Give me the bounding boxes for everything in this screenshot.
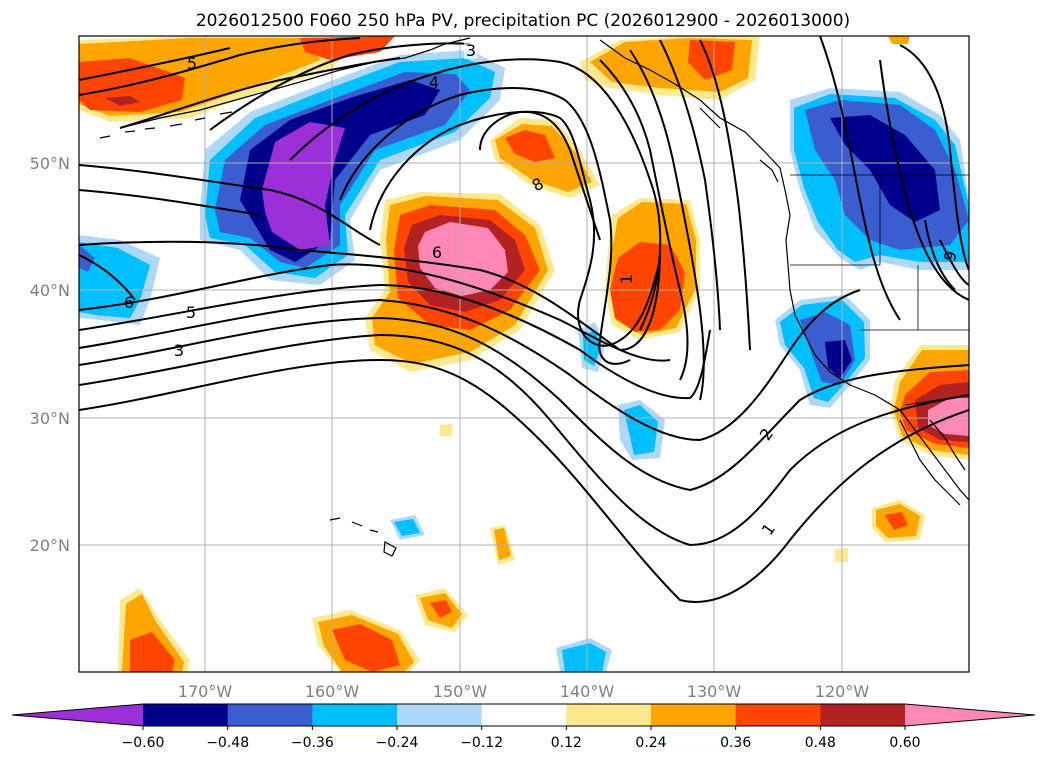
pv-contour-line (209, 42, 471, 131)
colorbar-swatch (227, 704, 313, 726)
pv-contour-line (79, 263, 671, 362)
pv-contour-line (369, 110, 661, 347)
contour-label: 6 (432, 243, 442, 262)
precip-pos-ne-small (888, 36, 910, 44)
colorbar-tick-label: 0.48 (805, 735, 836, 751)
pv-contour-line (79, 37, 361, 96)
coast-aleutians (99, 111, 233, 139)
colorbar-swatch (312, 704, 398, 726)
map-frame (78, 35, 970, 673)
precip-pos-ce-red (610, 242, 685, 332)
border-states (790, 175, 969, 331)
pv-contour-line (79, 240, 661, 352)
pv-contour-line (339, 87, 631, 365)
pv-contour-line (819, 36, 901, 321)
precip-pos-nw-peak (105, 96, 140, 106)
precip-pos-s2-core (494, 528, 511, 560)
lon-label-130w: 130°W (687, 682, 742, 701)
colorbar-tick-label: 0.24 (635, 735, 666, 751)
colorbar-tick-label: −0.60 (122, 735, 165, 751)
longitude-labels: 170°W 160°W 150°W 140°W 130°W 120°W (178, 682, 870, 701)
precip-pos-ak-red (688, 40, 735, 80)
colorbar-tick-label: 0.12 (551, 735, 582, 751)
precip-pos-s5-red (130, 632, 175, 672)
pv-contour-line (289, 58, 662, 331)
precip-neg-s1-core (394, 519, 420, 536)
colorbar-tick-label: −0.24 (376, 735, 419, 751)
contour-label: 4 (429, 73, 439, 92)
lat-label-50n: 50°N (30, 154, 70, 173)
precip-neg-w-purple (262, 122, 345, 250)
precip-pos-n-red (300, 36, 395, 60)
contour-label: 1 (617, 274, 636, 284)
map-area: 3 4 5 5 6 6 8 1 5 3 2 1 9 (79, 36, 969, 672)
colorbar: −0.60 −0.48 −0.36 −0.24 −0.12 0.12 0.24 0.36 0.4… (11, 703, 1036, 751)
lon-label-160w: 160°W (305, 682, 360, 701)
lat-label-30n: 30°N (30, 409, 70, 428)
pv-contour-line (899, 44, 969, 271)
lon-label-140w: 140°W (560, 682, 615, 701)
colorbar-extend-min (12, 704, 143, 726)
coast-gulf-ca (929, 419, 966, 471)
pv-contour-line (79, 47, 231, 81)
pv-contour-line (79, 289, 861, 442)
precip-pos-s6 (440, 424, 452, 436)
pv-contour-line (119, 57, 401, 129)
pv-contour-line (79, 316, 969, 492)
contour-label: 5 (187, 54, 197, 73)
precip-neg-pnw-dark (830, 115, 940, 222)
colorbar-tick-label: 0.60 (889, 735, 920, 751)
coast-alaska (119, 37, 969, 501)
lat-label-20n: 20°N (30, 536, 70, 555)
lon-label-170w: 170°W (178, 682, 233, 701)
precip-pos-s3-red (430, 600, 452, 618)
colorbar-swatch (651, 704, 737, 726)
pv-contour-line (879, 59, 969, 301)
pv-contours (79, 36, 969, 603)
contour-label: 6 (124, 293, 134, 312)
precip-pos-s4-red (332, 624, 400, 672)
colorbar-tick-label: −0.12 (460, 735, 503, 751)
pv-contour-line (79, 164, 381, 246)
precip-neg-s2-core (562, 643, 606, 672)
lon-label-120w: 120°W (815, 682, 870, 701)
colorbar-swatch (566, 704, 652, 726)
colorbar-swatch (397, 704, 483, 726)
pv-contour-line (79, 358, 969, 603)
colorbar-swatch (481, 704, 567, 726)
colorbar-tick-label: −0.48 (206, 735, 249, 751)
coast-islands-bc (699, 107, 779, 183)
colorbar-swatch (143, 704, 229, 726)
colorbar-swatch (735, 704, 821, 726)
contour-label: 3 (174, 341, 184, 360)
pv-contour-line (79, 333, 969, 547)
colorbar-swatch (820, 704, 906, 726)
pv-contour-line (79, 283, 711, 400)
precip-neg-ca-dark (825, 340, 852, 378)
precip-neg-farw-core (79, 242, 150, 318)
lat-label-40n: 40°N (30, 281, 70, 300)
lon-label-150w: 150°W (433, 682, 488, 701)
pv-contour-line (599, 59, 689, 381)
pv-contour-line (699, 39, 751, 351)
latitude-labels: 50°N 40°N 30°N 20°N (30, 154, 70, 555)
coast-hawaii (329, 517, 397, 557)
colorbar-tick-label: −0.36 (291, 735, 334, 751)
contour-label: 5 (186, 303, 196, 322)
pv-contour-line (479, 110, 601, 241)
colorbar-extend-max (905, 704, 1035, 726)
pv-contour-line (659, 39, 721, 331)
pv-contour-line (924, 219, 969, 291)
figure-title: 2026012500 F060 250 hPa PV, precipitatio… (196, 11, 850, 31)
pv-contour-line (79, 254, 136, 301)
precip-pos-nc-red (505, 130, 555, 162)
pv-contour-line (629, 49, 705, 401)
colorbar-tick-label: 0.36 (720, 735, 751, 751)
precip-pos-s1-red (885, 512, 908, 530)
contour-label: 3 (466, 41, 476, 60)
pv-contour-line (79, 189, 261, 216)
